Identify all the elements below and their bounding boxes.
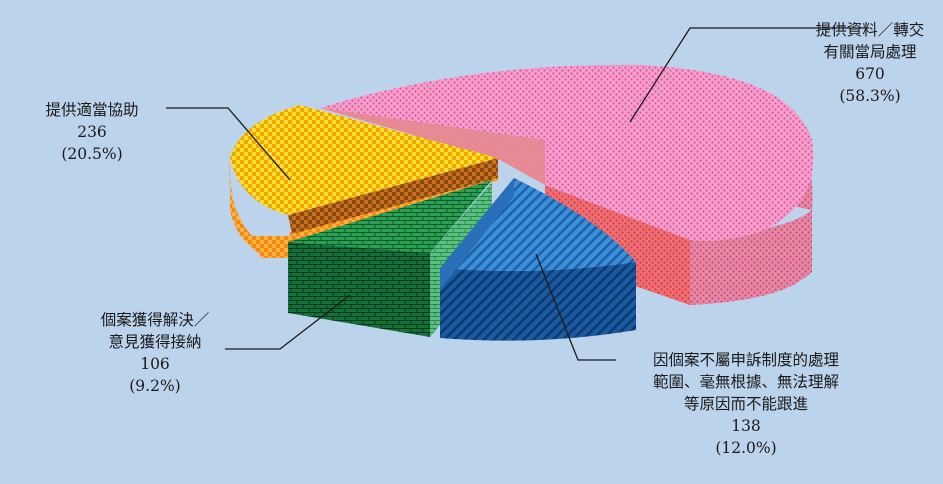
slice-label-text: 提供適當協助: [45, 101, 138, 119]
slice-blue-top: [440, 178, 636, 271]
leader-line-pink: [629, 27, 868, 123]
slice-value: 138: [731, 417, 761, 435]
slice-yellow-top: [230, 105, 498, 215]
slice-green-top: [288, 180, 492, 253]
slice-green-front: [288, 242, 430, 337]
slice-label-text: 等原因而不能跟進: [684, 395, 808, 413]
slice-pink-top: [320, 64, 814, 241]
slice-percent: (12.0%): [715, 439, 776, 457]
slice-label-text: 個案獲得解決／: [101, 311, 210, 329]
slice-yellow-rim: [229, 160, 292, 258]
slice-pink-left-face: [320, 108, 545, 185]
slice-percent: (58.3%): [839, 87, 900, 105]
slice-percent: (20.5%): [61, 145, 122, 163]
leader-line-blue: [535, 253, 616, 361]
slice-label-green: 個案獲得解決／ 意見獲得接納 106 (9.2%): [101, 294, 351, 395]
slice-percent: (9.2%): [129, 377, 180, 395]
slice-yellow: [229, 105, 498, 258]
slice-label-text: 範圍、毫無根據、無法理解: [653, 372, 839, 391]
slice-label-yellow: 提供適當協助 236 (20.5%): [45, 101, 291, 181]
leader-line-green: [225, 294, 351, 350]
slice-value: 106: [140, 355, 170, 373]
slice-label-text: 有關當局處理: [823, 43, 916, 61]
slice-label-text: 因個案不屬申訴制度的處理: [653, 351, 839, 369]
slice-blue-edge: [440, 178, 514, 290]
slice-value: 670: [855, 65, 885, 83]
slice-yellow-inner-face: [288, 158, 498, 234]
leader-line-yellow: [166, 107, 291, 181]
slice-label-text: 意見獲得接納: [108, 332, 201, 351]
slice-blue: [440, 178, 636, 341]
slice-label-text: 提供資料／轉交: [816, 21, 925, 39]
slice-value: 236: [77, 123, 107, 141]
pie-slices: [229, 64, 814, 341]
slice-pink-rim: [690, 210, 812, 305]
slice-blue-front: [440, 262, 636, 341]
